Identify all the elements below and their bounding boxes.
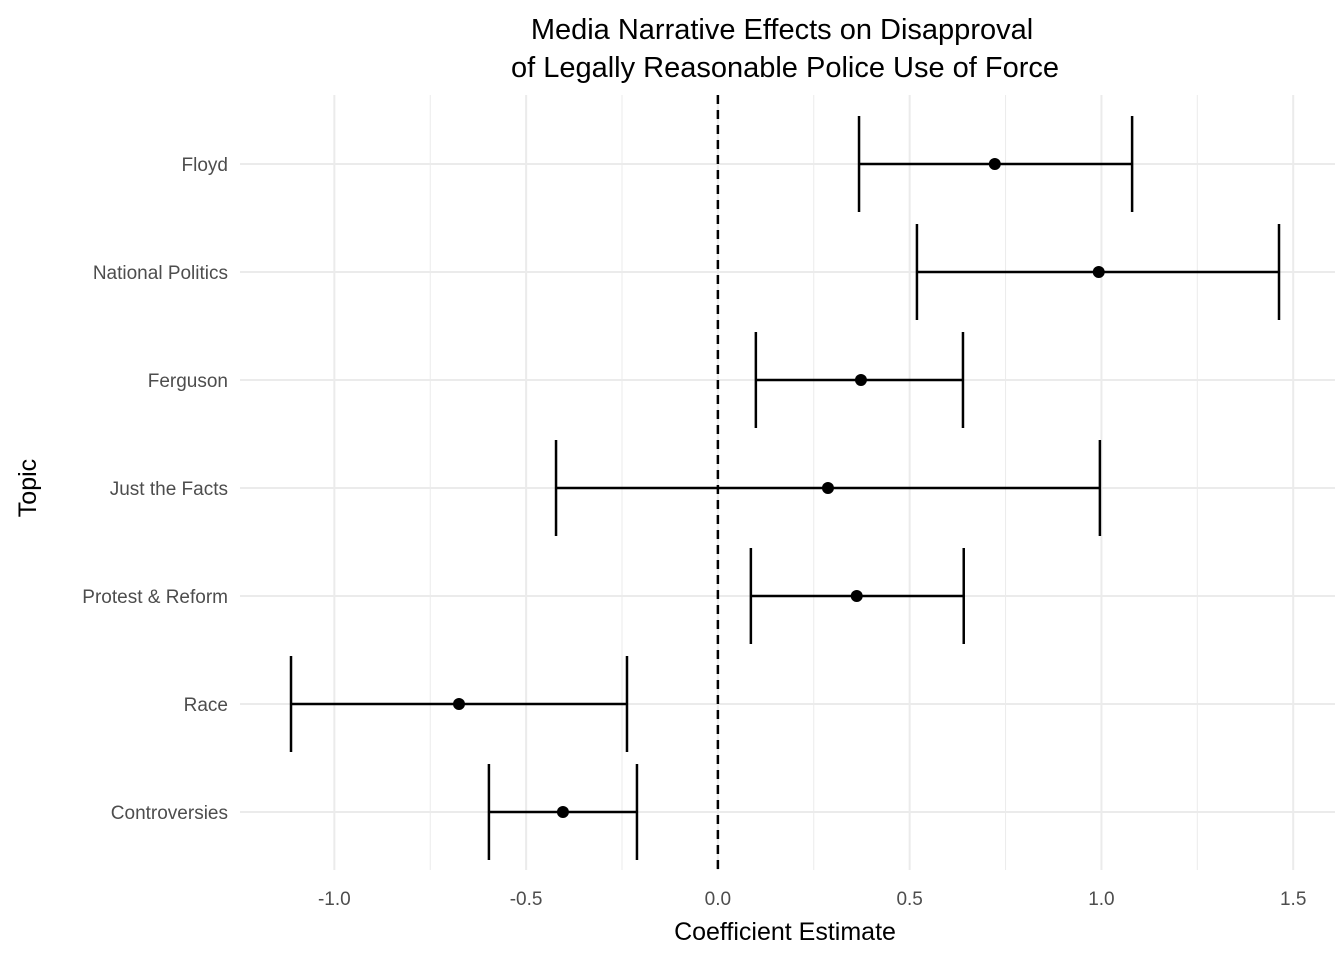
y-tick-label: Floyd <box>182 155 228 176</box>
estimate-point <box>1092 266 1105 278</box>
x-tick-label: 1.5 <box>1280 889 1306 910</box>
x-tick-label: 0.5 <box>896 889 922 910</box>
x-tick-label: 0.0 <box>705 889 731 910</box>
y-tick-label: Ferguson <box>148 371 228 392</box>
estimate-point <box>556 806 569 818</box>
estimate-point <box>821 482 834 494</box>
estimate-point <box>850 590 863 602</box>
y-tick-label: Just the Facts <box>110 479 228 500</box>
y-axis-label: Topic <box>14 459 42 517</box>
y-tick-label: Controversies <box>111 803 228 824</box>
chart-title-line2: of Legally Reasonable Police Use of Forc… <box>511 52 1059 84</box>
x-axis-label: Coefficient Estimate <box>674 918 896 946</box>
estimate-point <box>988 158 1001 170</box>
chart-title-line1: Media Narrative Effects on Disapproval <box>531 14 1033 46</box>
estimate-point <box>854 374 867 386</box>
x-tick-label: -0.5 <box>510 889 543 910</box>
y-tick-label: Protest & Reform <box>82 587 228 608</box>
y-tick-label: Race <box>184 695 228 716</box>
x-tick-label: -1.0 <box>318 889 351 910</box>
estimate-point <box>453 698 465 710</box>
y-tick-label: National Politics <box>93 263 228 284</box>
x-tick-label: 1.0 <box>1088 889 1114 910</box>
